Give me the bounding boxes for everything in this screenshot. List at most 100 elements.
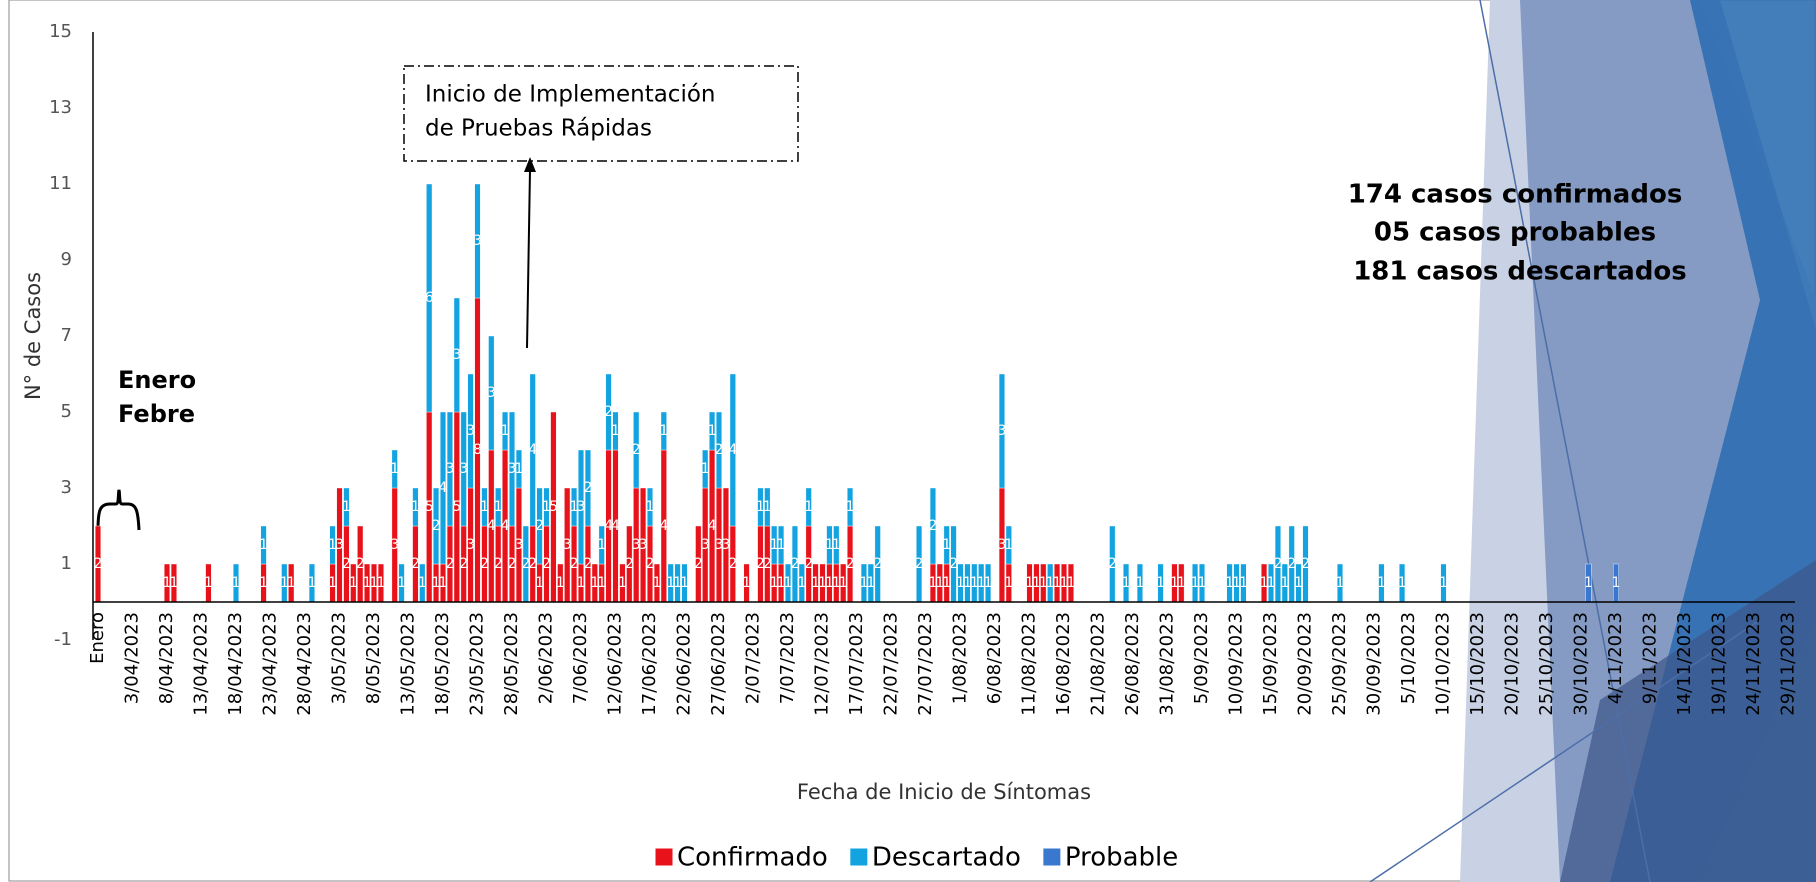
data-label: 2	[949, 556, 958, 572]
data-label: 1	[611, 423, 620, 439]
data-label: 3	[577, 499, 586, 515]
data-label: 1	[349, 575, 358, 591]
data-label: 8	[473, 442, 482, 458]
legend-label: Confirmado	[677, 843, 828, 873]
data-label: 1	[232, 575, 241, 591]
data-label: 3	[514, 537, 523, 553]
data-label: 1	[1398, 575, 1407, 591]
x-tick-label: 9/11/2023	[1640, 612, 1661, 704]
x-tick-label: 10/09/2023	[1226, 612, 1247, 716]
y-tick-label: 9	[61, 249, 72, 270]
data-label: 2	[459, 556, 468, 572]
data-label: 1	[307, 575, 316, 591]
x-tick-label: 22/06/2023	[674, 612, 695, 716]
x-tick-label: 11/08/2023	[1019, 612, 1040, 716]
data-label: 3	[466, 423, 475, 439]
data-label: 1	[439, 575, 448, 591]
data-label: 1	[777, 537, 786, 553]
data-label: 3	[997, 423, 1006, 439]
y-tick-label: 7	[61, 325, 72, 346]
x-tick-label: 28/05/2023	[501, 612, 522, 716]
data-label: 2	[632, 442, 641, 458]
data-label: 5	[425, 499, 434, 515]
data-label: 1	[1294, 575, 1303, 591]
x-tick-label: 7/07/2023	[777, 612, 798, 704]
x-tick-label: 6/08/2023	[984, 612, 1005, 704]
data-label: 1	[1135, 575, 1144, 591]
data-label: 1	[397, 575, 406, 591]
data-label: 1	[1584, 575, 1593, 591]
data-label: 2	[508, 556, 517, 572]
data-label: 1	[797, 575, 806, 591]
data-label: 4	[708, 518, 717, 534]
data-label: 1	[259, 537, 268, 553]
data-label: 1	[701, 461, 710, 477]
y-tick-label: 15	[49, 21, 72, 42]
slide-decoration	[9, 0, 1816, 882]
x-tick-label: 27/07/2023	[915, 612, 936, 716]
data-label: 2	[804, 556, 813, 572]
data-label: 3	[563, 537, 572, 553]
x-tick-label: 21/08/2023	[1088, 612, 1109, 716]
data-label: 1	[866, 575, 875, 591]
data-label: 1	[494, 499, 503, 515]
x-tick-label: 23/05/2023	[467, 612, 488, 716]
data-label: 1	[597, 537, 606, 553]
data-label: 3	[487, 385, 496, 401]
x-tick-label: 2/06/2023	[536, 612, 557, 704]
data-label: 1	[577, 575, 586, 591]
data-label: 1	[1156, 575, 1165, 591]
x-tick-label: 31/08/2023	[1157, 612, 1178, 716]
data-label: 1	[708, 423, 717, 439]
data-label: 2	[625, 556, 634, 572]
data-label: 1	[169, 575, 178, 591]
data-label: 4	[659, 518, 668, 534]
data-label: 1	[1612, 575, 1621, 591]
data-label: 1	[514, 461, 523, 477]
x-tick-label: 24/11/2023	[1743, 612, 1764, 716]
data-label: 1	[1004, 575, 1013, 591]
data-label: 1	[942, 575, 951, 591]
data-label: 1	[535, 575, 544, 591]
data-label: 1	[784, 575, 793, 591]
data-label: 1	[839, 575, 848, 591]
legend-swatch	[655, 848, 673, 866]
data-label: 2	[411, 556, 420, 572]
data-label: 2	[570, 556, 579, 572]
x-tick-label: 7/06/2023	[570, 612, 591, 704]
annotation-box	[404, 66, 798, 161]
data-label: 1	[1122, 575, 1131, 591]
annotation-text: Inicio de Implementación	[425, 82, 716, 108]
data-label: 1	[1239, 575, 1248, 591]
x-tick-label: 13/05/2023	[398, 612, 419, 716]
x-tick-label: 25/10/2023	[1536, 612, 1557, 716]
x-tick-label: 8/05/2023	[363, 612, 384, 704]
data-label: 3	[390, 537, 399, 553]
chart: N° de Casos Fecha de Inicio de Síntomas …	[0, 0, 1816, 882]
x-tick-label: Enero	[87, 612, 108, 664]
data-label: 2	[494, 556, 503, 572]
x-tick-label: 12/07/2023	[812, 612, 833, 716]
x-tick-label: 20/09/2023	[1295, 612, 1316, 716]
x-tick-label: 5/09/2023	[1191, 612, 1212, 704]
data-label: 3	[452, 347, 461, 363]
x-tick-label: 28/04/2023	[294, 612, 315, 716]
data-label: 2	[432, 518, 441, 534]
data-label: 2	[1301, 556, 1310, 572]
data-label: 2	[94, 556, 103, 572]
data-label: 4	[611, 518, 620, 534]
data-label: 5	[452, 499, 461, 515]
data-label: 2	[715, 442, 724, 458]
data-label: 2	[928, 518, 937, 534]
x-tick-label: 1/08/2023	[950, 612, 971, 704]
data-label: 1	[342, 499, 351, 515]
data-label: 4	[501, 518, 510, 534]
x-tick-label: 19/11/2023	[1709, 612, 1730, 716]
data-label: 1	[846, 499, 855, 515]
data-label: 3	[459, 461, 468, 477]
data-label: 1	[501, 423, 510, 439]
month-note: Febre	[118, 400, 195, 428]
data-label: 3	[701, 537, 710, 553]
data-label: 1	[1336, 575, 1345, 591]
y-tick-label: 5	[61, 401, 72, 422]
